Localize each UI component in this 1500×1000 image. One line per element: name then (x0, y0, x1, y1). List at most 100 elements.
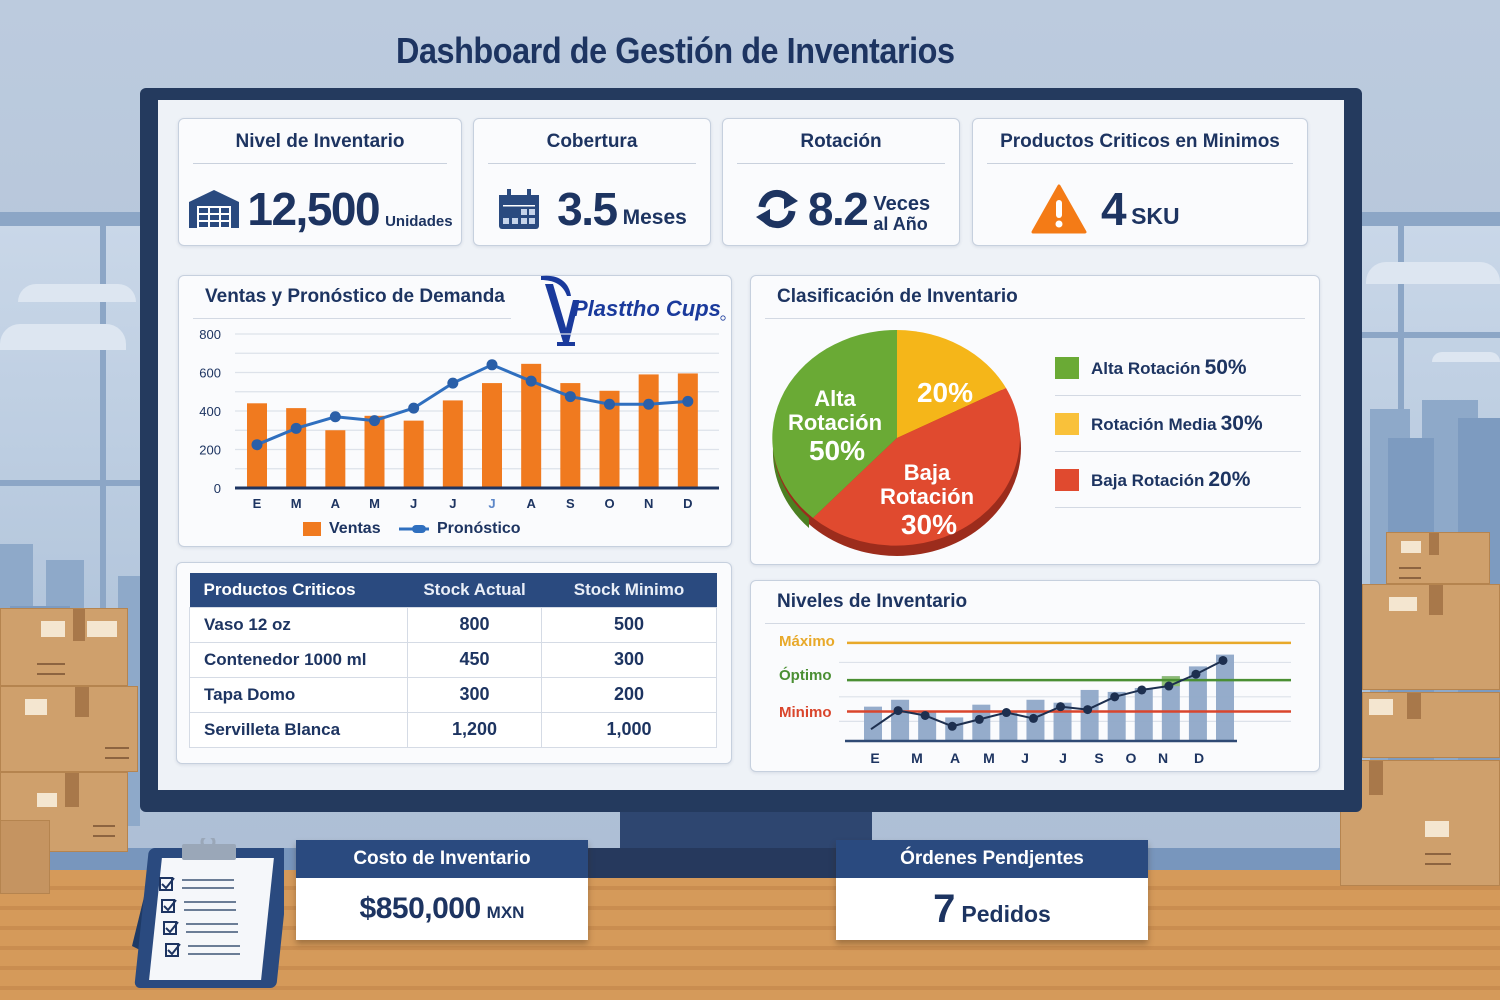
box (1362, 584, 1500, 690)
cell-stock-minimo: 500 (541, 606, 717, 643)
cell-product: Servilleta Blanca (189, 711, 408, 748)
svg-text:200: 200 (199, 443, 221, 458)
legend-item-baja-rotacion: Baja Rotación 20% (1055, 452, 1301, 508)
table-row[interactable]: Tapa Domo 300 200 (189, 676, 717, 713)
table-row[interactable]: Servilleta Blanca 1,200 1,000 (189, 711, 717, 748)
kpi-card-coverage[interactable]: Cobertura 3.5 Meses (473, 118, 711, 246)
svg-text:E: E (870, 750, 879, 766)
svg-text:Rotación: Rotación (788, 410, 882, 435)
svg-text:800: 800 (199, 327, 221, 342)
kpi-card-critical-products[interactable]: Productos Criticos en Minimos 4 SKU (972, 118, 1308, 246)
kpi-value: 8.2 (807, 183, 869, 235)
panel-title: Clasificación de Inventario (765, 286, 1305, 319)
kpi-unit: Veces al Año (873, 193, 931, 234)
svg-text:0: 0 (214, 481, 221, 496)
svg-text:S: S (1094, 750, 1103, 766)
svg-text:O: O (1126, 750, 1137, 766)
kpi-value: 3.5 (557, 183, 618, 235)
svg-text:J: J (1021, 750, 1029, 766)
kpi-title: Productos Criticos en Minimos (987, 131, 1293, 164)
box (1362, 692, 1500, 758)
svg-text:A: A (526, 496, 536, 511)
card-unit: MXN (486, 903, 525, 922)
cell-product: Tapa Domo (189, 676, 408, 713)
svg-text:M: M (369, 496, 380, 511)
cell-stock-minimo: 1,000 (541, 711, 717, 748)
svg-text:Alta: Alta (814, 386, 856, 411)
svg-text:M: M (291, 496, 302, 511)
warehouse-icon (187, 188, 241, 230)
card-title: Órdenes Pendjentes (836, 840, 1148, 878)
svg-text:30%: 30% (901, 509, 957, 540)
svg-text:A: A (950, 750, 960, 766)
legend-item-ventas: Ventas (303, 520, 381, 538)
svg-text:O: O (604, 496, 614, 511)
kpi-value: 4 (1101, 183, 1127, 235)
plasttho-cups-logo: Plasttho Cups (539, 272, 729, 350)
svg-text:Baja: Baja (904, 460, 951, 485)
legend-item-pronostico: Pronóstico (399, 520, 521, 538)
critical-products-table: Productos Criticos Stock Actual Stock Mi… (189, 573, 717, 748)
refresh-cycle-icon (752, 185, 802, 233)
card-value: $850,000 (359, 892, 482, 925)
table-row[interactable]: Vaso 12 oz 800 500 (189, 606, 717, 643)
kpi-unit: SKU (1131, 203, 1180, 229)
kpi-card-inventory-level[interactable]: Nivel de Inventario 12,500 Unidades (178, 118, 462, 246)
kpi-card-rotation[interactable]: Rotación 8.2 Veces al Año (722, 118, 960, 246)
svg-text:50%: 50% (809, 435, 865, 466)
cell-stock-actual: 450 (407, 641, 542, 678)
cell-stock-minimo: 300 (541, 641, 717, 678)
svg-text:J: J (410, 496, 417, 511)
svg-text:A: A (331, 496, 341, 511)
inventory-cost-card[interactable]: Costo de Inventario $850,000 MXN (296, 840, 588, 940)
kpi-unit: Unidades (385, 213, 453, 230)
card-title: Costo de Inventario (296, 840, 588, 878)
clipboard-icon (126, 834, 291, 988)
kpi-title: Cobertura (488, 131, 696, 164)
table-row[interactable]: Contenedor 1000 ml 450 300 (189, 641, 717, 678)
svg-text:N: N (644, 496, 653, 511)
svg-text:M: M (911, 750, 923, 766)
legend-item-rotacion-media: Rotación Media 30% (1055, 396, 1301, 452)
svg-text:400: 400 (199, 404, 221, 419)
box (1386, 532, 1490, 584)
svg-text:600: 600 (199, 366, 221, 381)
pie-legend: Alta Rotación 50% Rotación Media 30% Baja … (1055, 340, 1301, 508)
monitor: Nivel de Inventario 12,500 Unidades Cobe… (140, 88, 1362, 812)
column-header[interactable]: Productos Criticos (189, 573, 408, 607)
svg-text:E: E (253, 496, 262, 511)
legend-item-alta-rotacion: Alta Rotación 50% (1055, 340, 1301, 396)
threshold-label-min: Minimo (779, 704, 832, 721)
box (0, 686, 138, 772)
inventory-classification-pie: Alta Rotación 50% 20% Baja Rotación 30% (772, 329, 1021, 556)
kpi-unit: Meses (622, 206, 687, 229)
table-header-row: Productos Criticos Stock Actual Stock Mi… (189, 573, 717, 607)
column-header[interactable]: Stock Actual (407, 573, 542, 607)
column-header[interactable]: Stock Minimo (541, 573, 717, 607)
box (1340, 760, 1500, 886)
card-value: 7 (933, 886, 956, 931)
sales-forecast-chart: 0 200 400 600 800 E M A M J J J A S O N D (199, 327, 719, 511)
panel-title: Niveles de Inventario (765, 591, 1305, 624)
pending-orders-card[interactable]: Órdenes Pendjentes 7 Pedidos (836, 840, 1148, 940)
kpi-title: Nivel de Inventario (193, 131, 447, 164)
page-title: Dashboard de Gestión de Inventarios (396, 30, 955, 71)
sales-forecast-panel: Ventas y Pronóstico de Demanda Plasttho … (178, 275, 732, 547)
calendar-icon (497, 187, 541, 231)
panel-title: Ventas y Pronóstico de Demanda (193, 286, 511, 319)
box (0, 608, 128, 686)
cell-stock-minimo: 200 (541, 676, 717, 713)
critical-products-table-panel: Productos Criticos Stock Actual Stock Mi… (176, 562, 732, 764)
svg-text:D: D (683, 496, 692, 511)
threshold-label-opt: Óptimo (779, 667, 832, 684)
classification-panel: Clasificación de Inventario Alta Rotació… (750, 275, 1320, 565)
svg-text:S: S (566, 496, 575, 511)
svg-text:Plasttho Cups: Plasttho Cups (573, 296, 721, 321)
svg-text:J: J (488, 496, 495, 511)
cell-product: Vaso 12 oz (189, 606, 408, 643)
kpi-title: Rotación (737, 131, 945, 164)
svg-text:N: N (1158, 750, 1168, 766)
threshold-label-max: Máximo (779, 633, 835, 650)
svg-text:J: J (1059, 750, 1067, 766)
